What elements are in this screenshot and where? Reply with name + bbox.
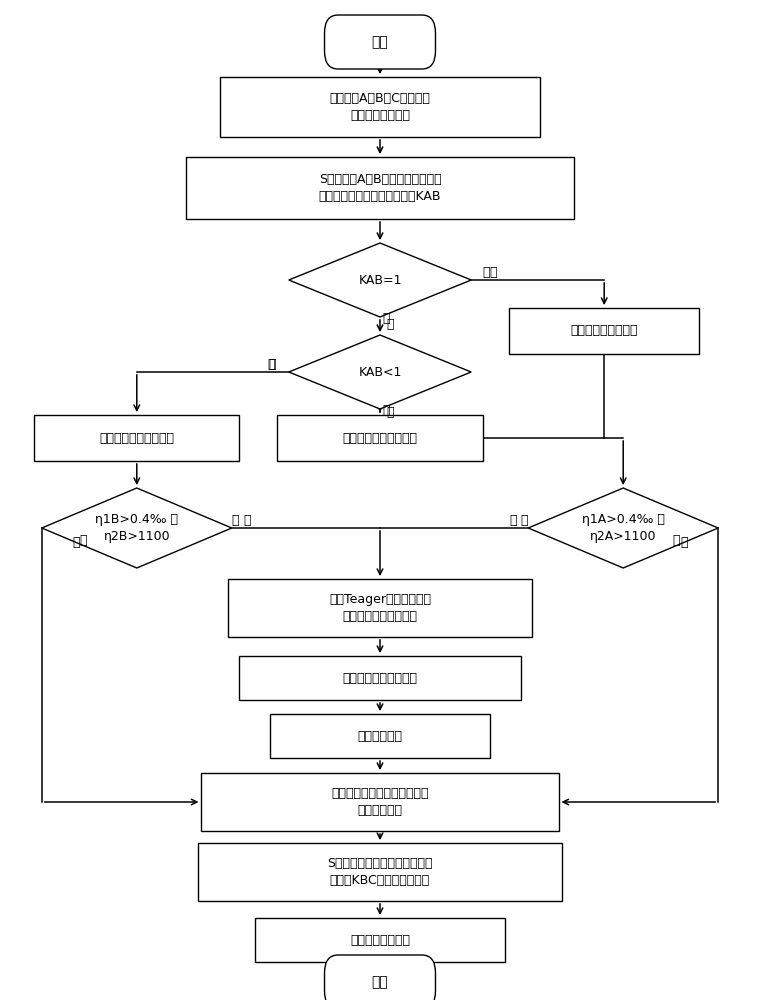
Bar <box>270 714 490 758</box>
FancyBboxPatch shape <box>325 15 435 69</box>
Text: 否: 否 <box>80 534 87 546</box>
Polygon shape <box>289 243 471 317</box>
Bar <box>34 415 239 461</box>
Text: 结束: 结束 <box>372 975 388 989</box>
Bar <box>228 579 532 637</box>
Text: 是: 是 <box>483 266 490 279</box>
Text: 否: 否 <box>386 406 394 418</box>
Polygon shape <box>42 488 232 568</box>
Text: 否: 否 <box>72 536 80 548</box>
Text: 利用Teager能量算子法确
定前两个波头到达时间: 利用Teager能量算子法确 定前两个波头到达时间 <box>329 593 431 623</box>
Text: 实际故障距离: 实际故障距离 <box>357 730 403 742</box>
Bar <box>255 918 505 962</box>
Polygon shape <box>528 488 718 568</box>
Text: 否: 否 <box>673 534 680 546</box>
Text: 是: 是 <box>243 514 251 528</box>
Text: 故障发生在线路中点: 故障发生在线路中点 <box>571 324 638 338</box>
Text: 是: 是 <box>232 514 239 528</box>
Text: 开始: 开始 <box>372 35 388 49</box>
Text: KAB<1: KAB<1 <box>358 365 402 378</box>
Text: 否: 否 <box>382 312 390 326</box>
Text: 是: 是 <box>521 514 528 528</box>
Text: 利用变数据窗扫频法确定多个
合适频率分量: 利用变数据窗扫频法确定多个 合适频率分量 <box>331 787 429 817</box>
Text: 是: 是 <box>489 266 497 279</box>
Text: 获取线路A、B、C点线模电
压行波首波头信号: 获取线路A、B、C点线模电 压行波首波头信号 <box>330 92 430 122</box>
Text: η1A>0.4‰ 且
η2A>1100: η1A>0.4‰ 且 η2A>1100 <box>581 513 665 543</box>
Text: 否: 否 <box>382 404 390 418</box>
Text: KAB=1: KAB=1 <box>358 273 402 286</box>
Text: 否: 否 <box>680 536 688 548</box>
Text: S变换计算A、B点线模电压行波首
波头信号单一高频分量幅值比KAB: S变换计算A、B点线模电压行波首 波头信号单一高频分量幅值比KAB <box>318 173 442 203</box>
Text: 故障发生在线路前半段: 故障发生在线路前半段 <box>343 432 417 444</box>
Text: 否: 否 <box>386 318 394 332</box>
Text: S变换求取多个合适频率分量的
幅值比KBC并分别带入公式: S变换求取多个合适频率分量的 幅值比KBC并分别带入公式 <box>328 857 432 887</box>
Text: 故障发生在线路后半段: 故障发生在线路后半段 <box>100 432 174 444</box>
Polygon shape <box>289 335 471 409</box>
Bar <box>277 415 483 461</box>
Text: 是: 是 <box>268 358 276 370</box>
Bar <box>509 308 699 354</box>
Text: 带入单端行波测距公式: 带入单端行波测距公式 <box>343 672 417 684</box>
Bar <box>239 656 521 700</box>
Text: 是: 是 <box>509 514 517 528</box>
Bar <box>186 157 574 219</box>
Bar <box>220 77 540 137</box>
Text: 求取计算结果均值: 求取计算结果均值 <box>350 934 410 946</box>
FancyBboxPatch shape <box>325 955 435 1000</box>
Text: η1B>0.4‰ 且
η2B>1100: η1B>0.4‰ 且 η2B>1100 <box>95 513 179 543</box>
Text: 是: 是 <box>268 358 275 370</box>
Bar <box>201 773 559 831</box>
Bar <box>198 843 562 901</box>
